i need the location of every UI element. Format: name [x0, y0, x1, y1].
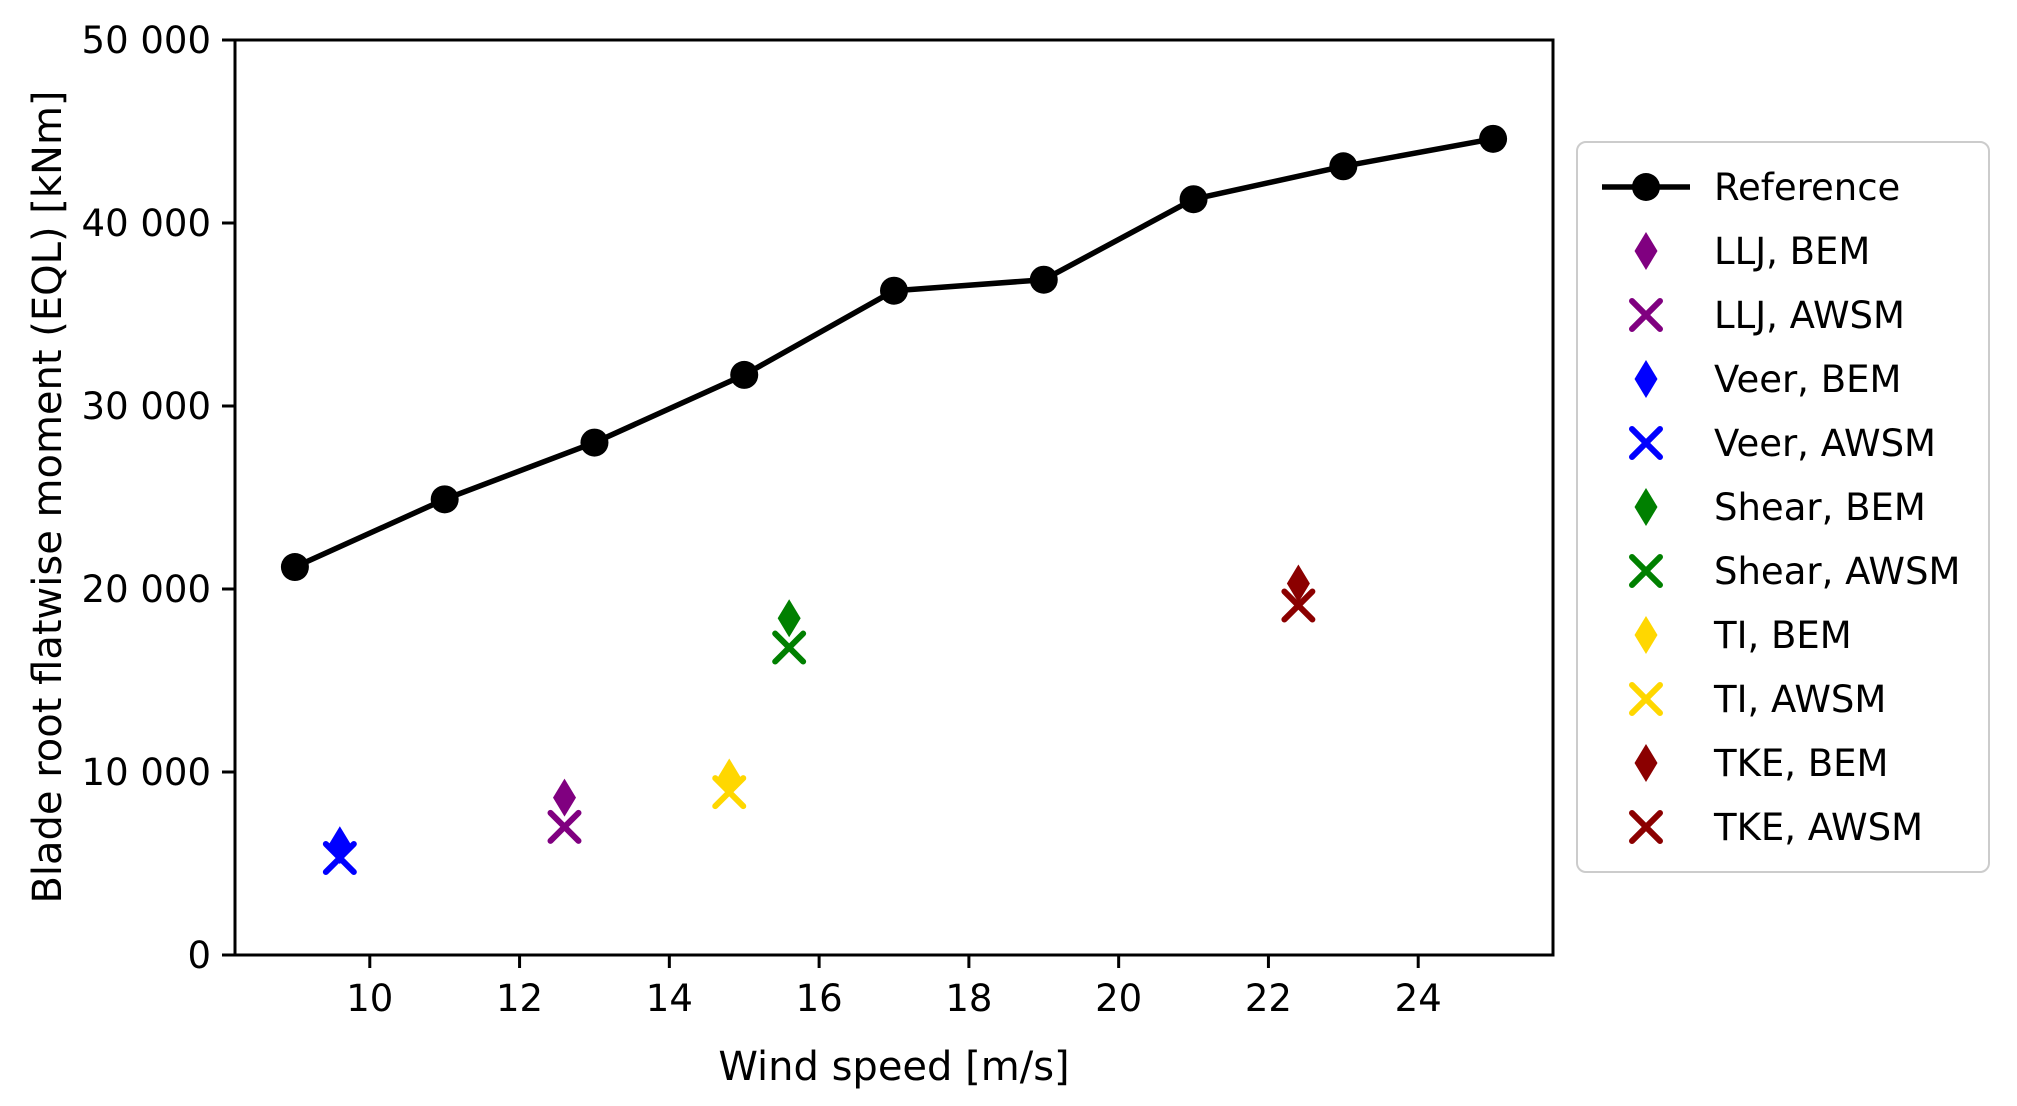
legend: Reference LLJ, BEM LLJ, AWSM Veer, BEM Veer,…: [1576, 141, 1991, 873]
legend-label: LLJ, BEM: [1714, 229, 1871, 273]
diamond-marker-icon: [1634, 616, 1658, 654]
x-tick-label: 22: [1245, 977, 1292, 1020]
data-point-diamond: [553, 778, 576, 817]
legend-label: Reference: [1714, 165, 1901, 209]
diamond-marker-icon: [1634, 232, 1658, 270]
data-point-x: [712, 775, 747, 810]
y-axis-label: Blade root flatwise moment (EQL) [kNm]: [25, 90, 71, 904]
x-tick-label: 24: [1395, 977, 1442, 1020]
x-axis: 10 12 14 16 18 20 22 24: [346, 955, 1442, 1020]
legend-item-veer-awsm: Veer, AWSM: [1598, 411, 1960, 475]
line-circle-marker-icon: [1602, 173, 1690, 201]
data-point-circle: [1479, 124, 1508, 153]
x-marker-icon: [1629, 682, 1663, 716]
x-tick-label: 10: [346, 977, 393, 1020]
legend-item-ti-bem: TI, BEM: [1598, 603, 1960, 667]
legend-item-tke-awsm: TKE, AWSM: [1598, 795, 1960, 859]
data-point-x: [772, 630, 807, 665]
x-marker-icon: [1629, 298, 1663, 332]
y-tick-label: 50 000: [82, 19, 211, 62]
x-marker-icon: [1629, 426, 1663, 460]
legend-label: Shear, BEM: [1714, 485, 1926, 529]
x-tick-label: 20: [1095, 977, 1142, 1020]
data-point-x: [1281, 588, 1316, 623]
data-point-circle: [1329, 152, 1358, 181]
data-point-diamond: [1286, 564, 1310, 603]
legend-item-shear-awsm: Shear, AWSM: [1598, 539, 1960, 603]
diamond-marker-icon: [1634, 360, 1658, 398]
reference-line: [293, 136, 1494, 570]
series-tke-awsm: [1281, 588, 1316, 623]
data-point-circle: [1179, 185, 1208, 214]
series-shear-bem: [777, 599, 801, 638]
legend-item-tke-bem: TKE, BEM: [1598, 731, 1960, 795]
x-marker-icon: [1629, 810, 1663, 844]
data-point-circle: [1029, 265, 1058, 294]
legend-label: TKE, BEM: [1714, 741, 1889, 785]
y-tick-label: 10 000: [82, 751, 211, 794]
diamond-marker-icon: [1634, 488, 1658, 526]
x-tick-label: 16: [796, 977, 843, 1020]
y-axis: 0 10 000 20 000 30 000 40 000 50 000: [82, 19, 235, 977]
data-point-circle: [580, 428, 609, 457]
legend-label: Veer, BEM: [1714, 357, 1902, 401]
plot-border: [233, 38, 1555, 957]
legend-label: Shear, AWSM: [1714, 549, 1961, 593]
legend-item-ti-awsm: TI, AWSM: [1598, 667, 1960, 731]
series-reference: [280, 124, 1508, 582]
y-tick-label: 40 000: [82, 202, 211, 245]
x-tick-label: 18: [945, 977, 992, 1020]
x-axis-label: Wind speed [m/s]: [718, 1044, 1070, 1090]
y-tick-label: 30 000: [82, 385, 211, 428]
legend-item-veer-bem: Veer, BEM: [1598, 347, 1960, 411]
diamond-marker-icon: [1634, 744, 1658, 782]
series-llj-bem: [553, 778, 576, 817]
legend-item-reference: Reference: [1598, 155, 1960, 219]
data-point-circle: [730, 360, 759, 389]
legend-item-llj-awsm: LLJ, AWSM: [1598, 283, 1960, 347]
legend-label: Veer, AWSM: [1714, 421, 1936, 465]
legend-label: TKE, AWSM: [1714, 805, 1924, 849]
data-point-diamond: [777, 599, 801, 638]
legend-label: LLJ, AWSM: [1714, 293, 1905, 337]
data-point-x: [547, 809, 582, 844]
series-veer-awsm: [322, 841, 357, 876]
y-tick-label: 20 000: [82, 568, 211, 611]
x-marker-icon: [1629, 554, 1663, 588]
x-tick-label: 12: [496, 977, 543, 1020]
series-ti-awsm: [712, 775, 747, 810]
series-tke-bem: [1286, 564, 1310, 603]
legend-item-llj-bem: LLJ, BEM: [1598, 219, 1960, 283]
data-point-x: [322, 841, 357, 876]
series-shear-awsm: [772, 630, 807, 665]
series-llj-awsm: [547, 809, 582, 844]
x-tick-label: 14: [646, 977, 693, 1020]
data-point-circle: [280, 553, 309, 582]
data-point-circle: [430, 485, 459, 514]
data-point-circle: [880, 276, 908, 305]
legend-label: TI, BEM: [1714, 613, 1852, 657]
y-tick-label: 0: [187, 934, 211, 977]
legend-label: TI, AWSM: [1714, 677, 1887, 721]
legend-item-shear-bem: Shear, BEM: [1598, 475, 1960, 539]
